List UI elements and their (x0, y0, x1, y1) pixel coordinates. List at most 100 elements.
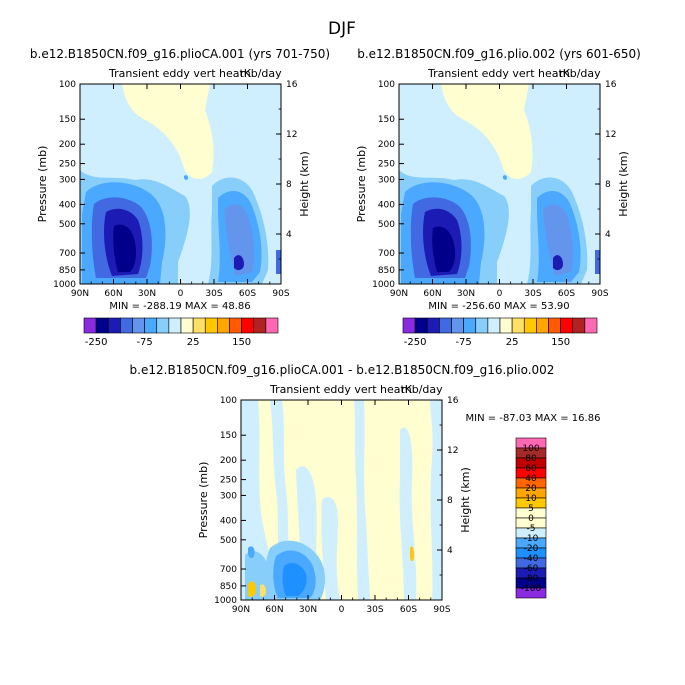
colorbar-swatch (156, 317, 170, 334)
panel-difference: b.e12.B1850CN.f09_g16.plioCA.001 - b.e12… (130, 363, 601, 615)
y-tick-label: 850 (59, 266, 76, 276)
y-tick-label: 100 (220, 396, 237, 406)
y-tick-label: 150 (59, 115, 76, 125)
colorbar-swatch (584, 317, 598, 334)
y2-axis-label: Height (km) (459, 467, 472, 533)
colorbar-swatch (560, 317, 574, 334)
y-tick-label: 200 (220, 456, 237, 466)
x-tick-label: 30S (524, 289, 541, 299)
y-tick-label: 200 (378, 140, 395, 150)
colorbar-swatch (439, 317, 452, 334)
y-tick-label: 100 (378, 80, 395, 90)
x-tick-label: 30N (138, 289, 156, 299)
colorbar-swatch (402, 317, 416, 334)
plot-title: Transient eddy vert heatK (108, 67, 252, 80)
stats-text: MIN = -87.03 MAX = 16.86 (466, 413, 601, 424)
y-tick-label: 1000 (214, 596, 237, 606)
colorbar-swatch (95, 317, 109, 334)
y-tick-label: 400 (378, 200, 395, 210)
panel-plioCA: b.e12.B1850CN.f09_g16.plioCA.001 (yrs 70… (30, 47, 330, 348)
colorbar-swatch (451, 317, 464, 334)
contour-field (241, 400, 442, 600)
colorbar-label: 80 (525, 454, 537, 464)
colorbar-swatch (523, 317, 537, 334)
x-tick-label: 0 (178, 289, 184, 299)
x-tick-label: 90N (232, 605, 250, 615)
colorbar-swatch (265, 317, 279, 334)
colorbar-label: 150 (551, 337, 570, 348)
colorbar-swatch (253, 317, 267, 334)
y-tick-label: 100 (59, 80, 76, 90)
case-title: b.e12.B1850CN.f09_g16.plioCA.001 - b.e12… (130, 363, 555, 377)
y-tick-label: 500 (378, 220, 395, 230)
colorbar-swatch (487, 317, 501, 334)
colorbar-swatch (536, 317, 549, 334)
colorbar-swatch (515, 587, 547, 599)
colorbar-label: -250 (85, 337, 108, 348)
y-tick-label: 300 (378, 175, 395, 185)
y-tick-label: 700 (59, 249, 76, 259)
x-tick-label: 30N (299, 605, 317, 615)
y2-tick-label: 12 (605, 130, 616, 140)
colorbar-label: 25 (187, 337, 200, 348)
y-tick-label: 250 (59, 160, 76, 170)
colorbar-swatch (499, 317, 513, 334)
y2-tick-label: 16 (605, 80, 617, 90)
case-title: b.e12.B1850CN.f09_g16.plio.002 (yrs 601-… (357, 47, 641, 61)
y2-tick-label: 12 (447, 446, 458, 456)
colorbar-swatch (511, 317, 525, 334)
y-axis-label: Pressure (mb) (36, 146, 49, 223)
colorbar-swatch (180, 317, 194, 334)
y2-tick-label: 16 (286, 80, 298, 90)
colorbar-label: 100 (522, 444, 539, 454)
y2-tick-label: 8 (447, 496, 453, 506)
y2-tick-label: 4 (605, 230, 611, 240)
y-tick-label: 1000 (372, 280, 395, 290)
x-tick-label: 0 (339, 605, 345, 615)
plot-units: mb/day (240, 67, 282, 80)
x-tick-label: 30S (366, 605, 383, 615)
page-title: DJF (328, 19, 356, 39)
colorbar-swatch (192, 317, 206, 334)
y-tick-label: 500 (59, 220, 76, 230)
colorbar-swatch (241, 317, 255, 334)
colorbar-label: 25 (506, 337, 519, 348)
colorbar-swatch (132, 317, 145, 334)
y-tick-label: 300 (220, 491, 237, 501)
y2-tick-label: 8 (605, 180, 611, 190)
x-tick-label: 90S (272, 289, 289, 299)
colorbar-swatch (83, 317, 97, 334)
colorbar-label: -40 (524, 554, 539, 564)
colorbar-swatch (144, 317, 158, 334)
y2-tick-label: 16 (447, 396, 459, 406)
colorbar-swatch (426, 317, 440, 334)
contour-field (399, 84, 600, 284)
colorbar-swatch (229, 317, 242, 334)
colorbar-label: -100 (521, 584, 542, 594)
x-tick-label: 60N (423, 289, 441, 299)
x-tick-label: 90S (591, 289, 608, 299)
colorbar-swatch (217, 317, 230, 334)
colorbar-swatch (548, 317, 561, 334)
colorbar-label: 40 (525, 474, 537, 484)
y-tick-label: 250 (378, 160, 395, 170)
x-tick-label: 90S (433, 605, 450, 615)
y2-axis-label: Height (km) (298, 151, 311, 217)
plot-units: mb/day (401, 383, 443, 396)
colorbar-label: 0 (528, 514, 534, 524)
y-tick-label: 200 (59, 140, 76, 150)
plot-units: mb/day (559, 67, 601, 80)
y-tick-label: 700 (220, 565, 237, 575)
colorbar-swatch (107, 317, 121, 334)
colorbar-label: -80 (524, 574, 539, 584)
x-tick-label: 60S (558, 289, 575, 299)
colorbar-label: 60 (525, 464, 537, 474)
y-tick-label: 300 (59, 175, 76, 185)
colorbar-label: -250 (404, 337, 427, 348)
colorbar-label: -75 (455, 337, 471, 348)
y-tick-label: 1000 (53, 280, 76, 290)
colorbar-swatch (168, 317, 182, 334)
colorbar-swatch (572, 317, 586, 334)
x-tick-label: 30S (205, 289, 222, 299)
